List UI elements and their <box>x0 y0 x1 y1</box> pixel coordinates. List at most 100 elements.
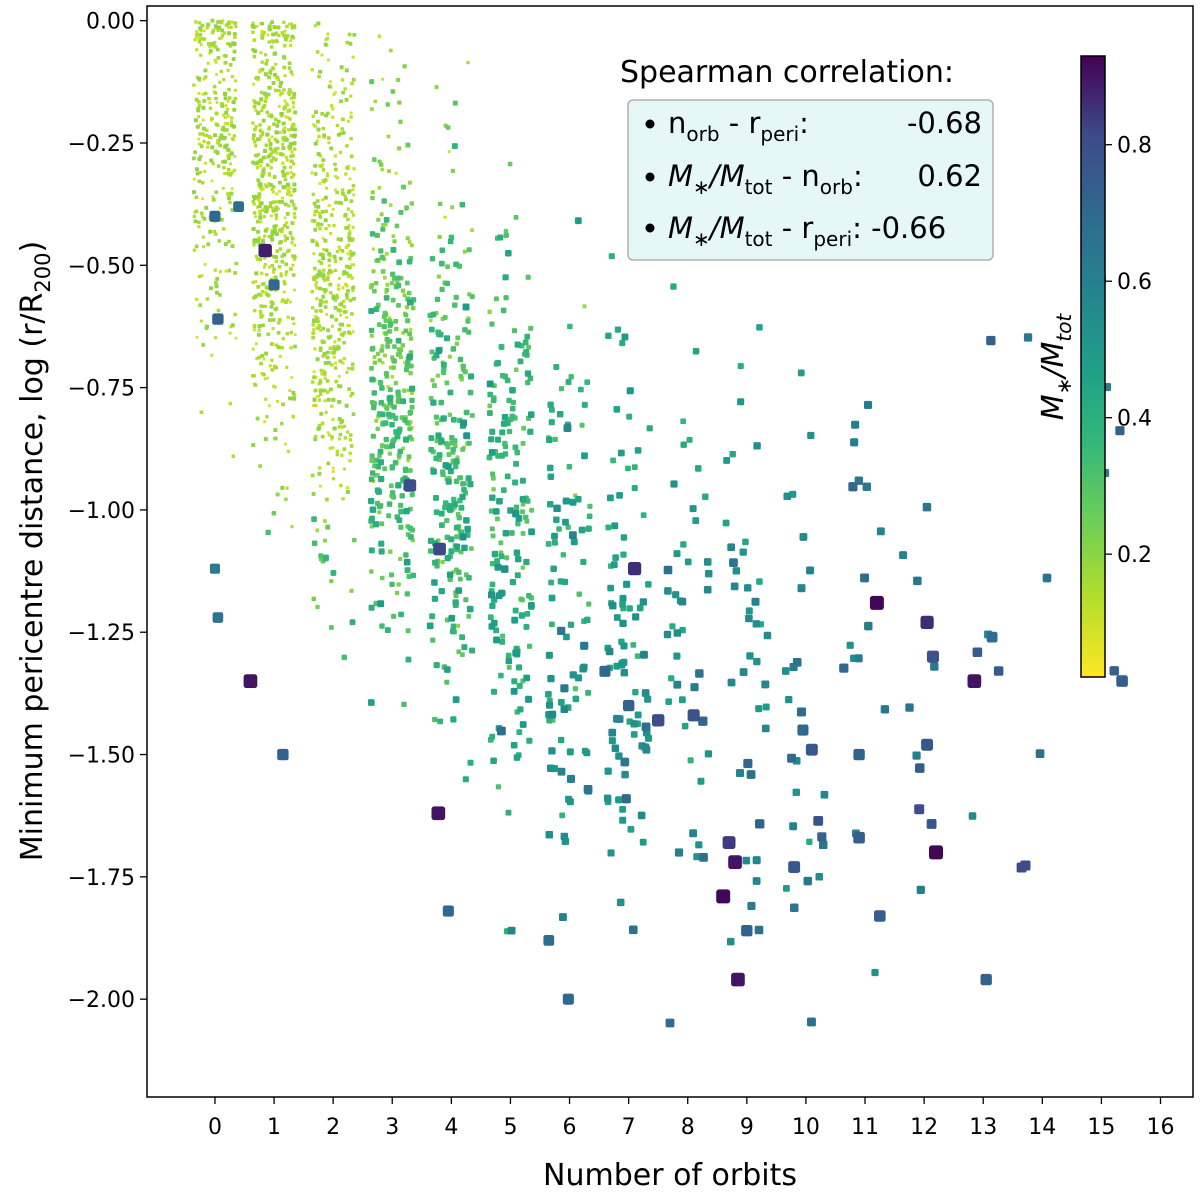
scatter-point <box>494 360 501 366</box>
scatter-point <box>263 148 268 153</box>
scatter-point <box>782 667 790 675</box>
scatter-point <box>278 152 283 156</box>
scatter-point <box>374 232 380 238</box>
scatter-point <box>291 263 295 267</box>
scatter-point <box>331 324 334 328</box>
scatter-point <box>269 312 274 317</box>
scatter-point <box>378 248 384 254</box>
scatter-point <box>559 812 565 819</box>
scatter-point <box>311 114 315 118</box>
scatter-point <box>368 327 375 333</box>
scatter-point <box>264 143 268 147</box>
scatter-point <box>323 218 328 223</box>
scatter-point <box>339 65 344 70</box>
scatter-point <box>319 411 324 416</box>
scatter-point <box>385 627 391 633</box>
scatter-point <box>381 222 386 227</box>
scatter-point <box>557 767 566 776</box>
scatter-point <box>915 763 925 773</box>
scatter-point <box>323 42 328 47</box>
scatter-point <box>561 578 568 586</box>
highlight-point <box>628 562 642 576</box>
scatter-point <box>349 619 356 626</box>
scatter-point <box>546 717 553 724</box>
highlight-point <box>687 709 700 722</box>
scatter-point <box>456 649 462 655</box>
scatter-point <box>457 356 464 363</box>
scatter-point <box>344 97 349 102</box>
scatter-point <box>222 78 226 82</box>
scatter-point <box>429 256 436 262</box>
scatter-point <box>454 534 460 540</box>
scatter-point <box>272 25 277 29</box>
scatter-point <box>335 190 339 195</box>
scatter-point <box>402 417 408 423</box>
scatter-point <box>406 258 413 265</box>
scatter-point <box>463 597 469 603</box>
scatter-point <box>499 638 506 645</box>
scatter-point <box>341 188 345 192</box>
scatter-point <box>926 819 937 829</box>
x-tick-label: 0 <box>208 1115 222 1140</box>
scatter-point <box>403 436 410 443</box>
scatter-point <box>292 133 297 138</box>
scatter-point <box>491 475 496 481</box>
scatter-point <box>605 524 612 531</box>
scatter-point <box>321 158 326 162</box>
scatter-point <box>737 398 745 406</box>
scatter-point <box>438 510 445 517</box>
scatter-point <box>504 377 511 384</box>
scatter-point <box>342 424 346 428</box>
scatter-point <box>341 332 345 337</box>
scatter-point <box>268 318 272 322</box>
scatter-point <box>199 410 204 414</box>
scatter-point <box>547 764 555 772</box>
scatter-point <box>524 611 531 617</box>
scatter-point <box>340 322 344 327</box>
scatter-point <box>487 391 494 398</box>
scatter-point <box>314 209 319 214</box>
scatter-point <box>389 203 393 207</box>
scatter-point <box>369 366 374 371</box>
scatter-point <box>434 421 440 426</box>
scatter-point <box>212 84 217 89</box>
scatter-point <box>201 197 204 201</box>
scatter-point <box>286 109 290 113</box>
scatter-point <box>450 346 456 352</box>
scatter-point <box>862 482 871 491</box>
scatter-point <box>581 452 588 460</box>
scatter-point <box>341 191 345 196</box>
scatter-point <box>610 561 618 569</box>
scatter-point <box>839 663 849 673</box>
scatter-point <box>410 572 416 579</box>
scatter-point <box>395 275 401 281</box>
scatter-point <box>194 195 199 199</box>
scatter-point <box>278 247 283 251</box>
scatter-point <box>498 344 505 350</box>
scatter-point <box>407 468 413 473</box>
scatter-point <box>461 544 468 552</box>
scatter-point <box>274 259 278 263</box>
highlight-point <box>716 889 731 904</box>
colorbar-tick-label: 0.8 <box>1117 134 1152 159</box>
scatter-point <box>263 377 267 381</box>
scatter-point <box>395 352 401 357</box>
scatter-point <box>284 262 289 267</box>
scatter-point <box>270 150 275 154</box>
scatter-point <box>409 492 415 498</box>
scatter-point <box>201 235 205 239</box>
scatter-point <box>502 443 509 450</box>
scatter-point <box>379 385 385 391</box>
scatter-point <box>254 125 258 129</box>
scatter-point <box>507 926 516 935</box>
scatter-point <box>377 186 382 190</box>
scatter-point <box>329 146 334 151</box>
scatter-point <box>288 300 292 304</box>
scatter-point <box>222 159 227 164</box>
scatter-point <box>289 193 293 197</box>
scatter-point <box>274 213 279 217</box>
scatter-point <box>317 269 322 274</box>
scatter-point <box>276 345 281 350</box>
x-tick-label: 1 <box>267 1115 281 1140</box>
scatter-point <box>325 497 329 502</box>
